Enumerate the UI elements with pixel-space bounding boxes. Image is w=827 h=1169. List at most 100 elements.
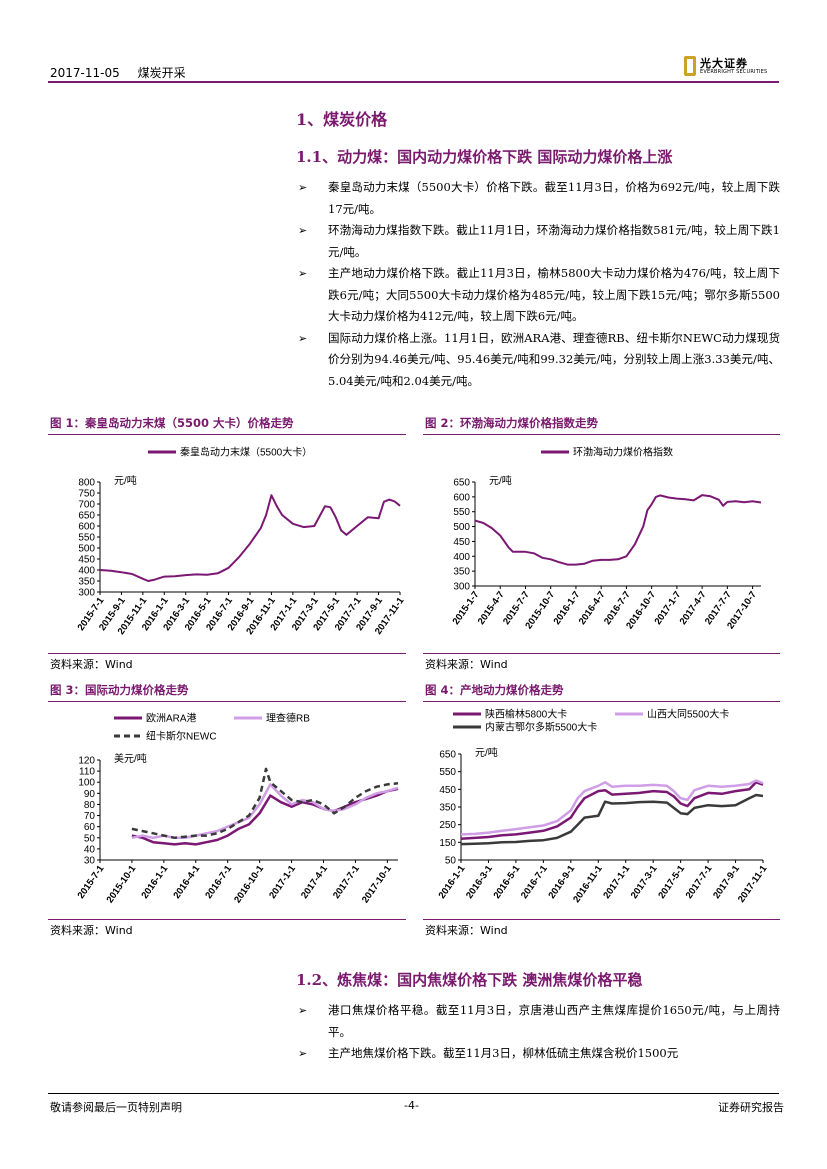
x-tick-label: 2015-10-1 [105, 863, 139, 905]
y-tick-label: 600 [78, 522, 95, 533]
y-tick-label: 70 [84, 811, 96, 822]
series-line-0 [460, 781, 764, 841]
legend-label: 环渤海动力煤价格指数 [573, 446, 673, 459]
figure-2-source: 资料来源：Wind [425, 658, 508, 671]
figure-4-source: 资料来源：Wind [425, 924, 508, 937]
x-tick-label: 2017-1-1 [267, 863, 298, 901]
section-title: 1、煤炭价格 [296, 110, 388, 129]
y-tick-label: 700 [78, 500, 95, 511]
y-tick-label: 50 [84, 833, 96, 844]
company-logo: 光大证券 EVERBRIGHT SECURITIES [684, 56, 780, 78]
y-axis-unit-label: 元/吨 [475, 746, 498, 759]
y-tick-label: 650 [78, 511, 95, 522]
report-header: 2017-11-05 煤炭开采 [50, 64, 200, 81]
x-tick-label: 2017-4-1 [299, 863, 330, 901]
legend-label: 内蒙古鄂尔多斯5500大卡 [485, 721, 597, 734]
source-divider [423, 653, 780, 654]
y-tick-label: 350 [439, 803, 456, 814]
subsection-title-2: 1.2、炼焦煤：国内焦煤价格下跌 澳洲焦煤价格平稳 [296, 971, 643, 989]
arrow-bullet-icon: ➢ [298, 267, 308, 280]
arrow-bullet-icon: ➢ [298, 1004, 308, 1017]
report-category: 煤炭开采 [137, 66, 186, 80]
y-tick-label: 650 [439, 750, 456, 761]
y-tick-label: 450 [78, 555, 95, 566]
y-tick-label: 400 [78, 566, 95, 577]
series-line-0 [474, 494, 762, 566]
x-tick-label: 2016-5-1 [492, 863, 523, 901]
x-tick-label: 2016-7-1 [519, 863, 550, 901]
x-tick-label: 2017-10-1 [360, 863, 394, 905]
y-tick-label: 450 [439, 785, 456, 796]
y-tick-label: 110 [79, 767, 95, 778]
y-tick-label: 500 [453, 522, 470, 533]
list-item: ➢ 国际动力煤价格上涨。11月1日，欧洲ARA港、理查德RB、纽卡斯尔NEWC动力… [296, 328, 780, 393]
series-line-2 [131, 767, 399, 840]
x-tick-label: 2016-10-1 [232, 863, 266, 905]
y-tick-label: 550 [78, 533, 95, 544]
report-date: 2017-11-05 [50, 66, 120, 80]
y-tick-label: 650 [453, 478, 470, 489]
x-tick-label: 2016-1-1 [139, 863, 170, 901]
subsection-title-1: 1.1、动力煤：国内动力煤价格下跌 国际动力煤价格上涨 [296, 148, 673, 166]
figure-1-caption: 图 1：秦皇岛动力末煤（5500 大卡）价格走势 [50, 416, 294, 430]
chart-figure-2: 元/吨3003504004505005506006502015-1-72015-… [451, 446, 762, 631]
x-tick-label: 2017-5-1 [656, 863, 687, 901]
figure-4-caption: 图 4：产地动力煤价格走势 [425, 683, 564, 697]
x-tick-label: 2017-7-1 [331, 863, 362, 901]
series-line-1 [131, 783, 399, 840]
caption-divider [48, 701, 406, 702]
y-axis-unit-label: 元/吨 [114, 474, 137, 487]
y-tick-label: 300 [78, 588, 95, 599]
y-tick-label: 50 [445, 856, 457, 867]
footer-disclaimer: 敬请参阅最后一页特别声明 [50, 1101, 182, 1114]
chart-figure-4: 元/吨501502503504505506502016-1-12016-3-12… [437, 708, 770, 905]
y-tick-label: 350 [453, 567, 470, 578]
list-item: ➢ 港口焦煤价格平稳。截至11月3日，京唐港山西产主焦煤库提价1650元/吨，与上… [296, 1000, 780, 1043]
legend-label: 秦皇岛动力末煤（5500大卡） [180, 446, 312, 459]
arrow-bullet-icon: ➢ [298, 1047, 308, 1060]
list-item: ➢ 主产地焦煤价格下跌。截至11月3日，柳林低硫主焦煤含税价1500元 [296, 1043, 780, 1065]
footer-report-type: 证券研究报告 [718, 1101, 784, 1114]
y-tick-label: 60 [84, 822, 96, 833]
y-tick-label: 120 [78, 756, 95, 767]
legend-label: 理查德RB [266, 712, 310, 725]
y-tick-label: 300 [453, 582, 470, 593]
legend-label: 纽卡斯尔NEWC [146, 730, 217, 743]
y-tick-label: 550 [439, 767, 456, 778]
y-tick-label: 550 [453, 507, 470, 518]
list-item: ➢ 主产地动力煤价格下跌。截止11月3日，榆林5800大卡动力煤价格为476/吨，… [296, 263, 780, 328]
source-divider [48, 653, 406, 654]
chart-figure-1: 元/吨3003504004505005506006507007508002015… [76, 446, 407, 637]
y-tick-label: 90 [84, 789, 96, 800]
arrow-bullet-icon: ➢ [298, 181, 308, 194]
y-tick-label: 500 [78, 544, 95, 555]
y-tick-label: 450 [453, 537, 470, 548]
y-axis-unit-label: 美元/吨 [114, 752, 147, 765]
figure-2-caption: 图 2：环渤海动力煤价格指数走势 [425, 416, 599, 430]
figure-3-source: 资料来源：Wind [50, 924, 133, 937]
x-tick-label: 2017-7-1 [684, 863, 715, 901]
figure-1-source: 资料来源：Wind [50, 658, 133, 671]
y-tick-label: 250 [439, 820, 456, 831]
x-tick-label: 2016-7-1 [203, 863, 234, 901]
footer-divider [48, 1093, 779, 1094]
series-line-0 [131, 787, 399, 846]
caption-divider [423, 701, 780, 702]
caption-divider [423, 434, 780, 435]
bullet-list-1: ➢ 秦皇岛动力末煤（5500大卡）价格下跌。截至11月3日，价格为692元/吨，较… [296, 177, 780, 392]
page-number: -4- [404, 1099, 419, 1112]
x-tick-label: 2016-4-1 [171, 863, 202, 901]
arrow-bullet-icon: ➢ [298, 331, 308, 345]
legend-label: 山西大同5500大卡 [647, 708, 729, 721]
y-tick-label: 350 [78, 577, 95, 588]
header-divider [48, 81, 779, 83]
x-tick-label: 2015-7-1 [76, 863, 107, 901]
series-line-1 [460, 779, 764, 836]
legend-label: 欧洲ARA港 [146, 713, 197, 725]
series-line-0 [99, 494, 401, 582]
logo-text-en: EVERBRIGHT SECURITIES [700, 69, 768, 75]
legend-label: 陕西榆林5800大卡 [485, 708, 567, 721]
y-tick-label: 600 [453, 492, 470, 503]
caption-divider [48, 434, 406, 435]
